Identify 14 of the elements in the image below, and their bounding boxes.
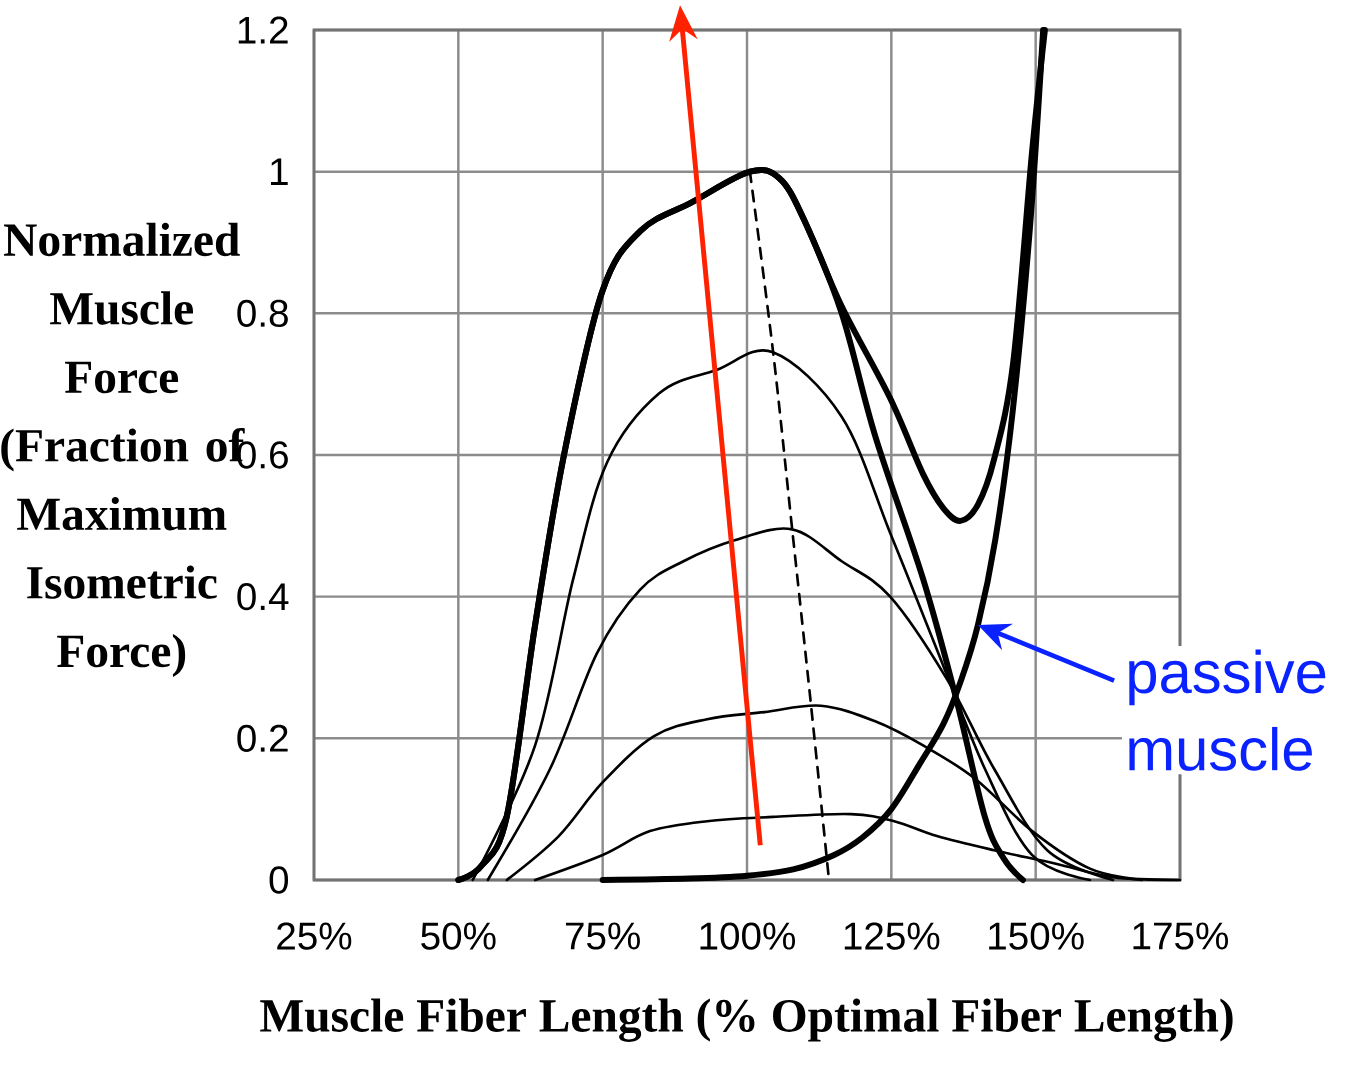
annotation: passive muscle <box>1129 649 1326 771</box>
y-tick-label: 0.8 <box>237 299 288 328</box>
x-tick-label: 125% <box>844 922 940 950</box>
y-tick-label: 1.2 <box>238 16 288 44</box>
y-tick-label: 0.2 <box>237 724 288 753</box>
x-axis-title: Muscle Fiber Length (% Optimal Fiber Length) <box>260 998 1233 1042</box>
y-tick-label: 1 <box>271 158 288 185</box>
x-tick-label: 175% <box>1133 922 1228 950</box>
x-tick-label: 50% <box>421 922 496 950</box>
x-tick-label: 75% <box>565 922 640 950</box>
x-tick-label: 150% <box>989 922 1084 950</box>
x-tick-label: 100% <box>700 922 795 950</box>
y-tick-label: 0 <box>269 866 289 894</box>
x-tick-label: 25% <box>277 922 352 950</box>
